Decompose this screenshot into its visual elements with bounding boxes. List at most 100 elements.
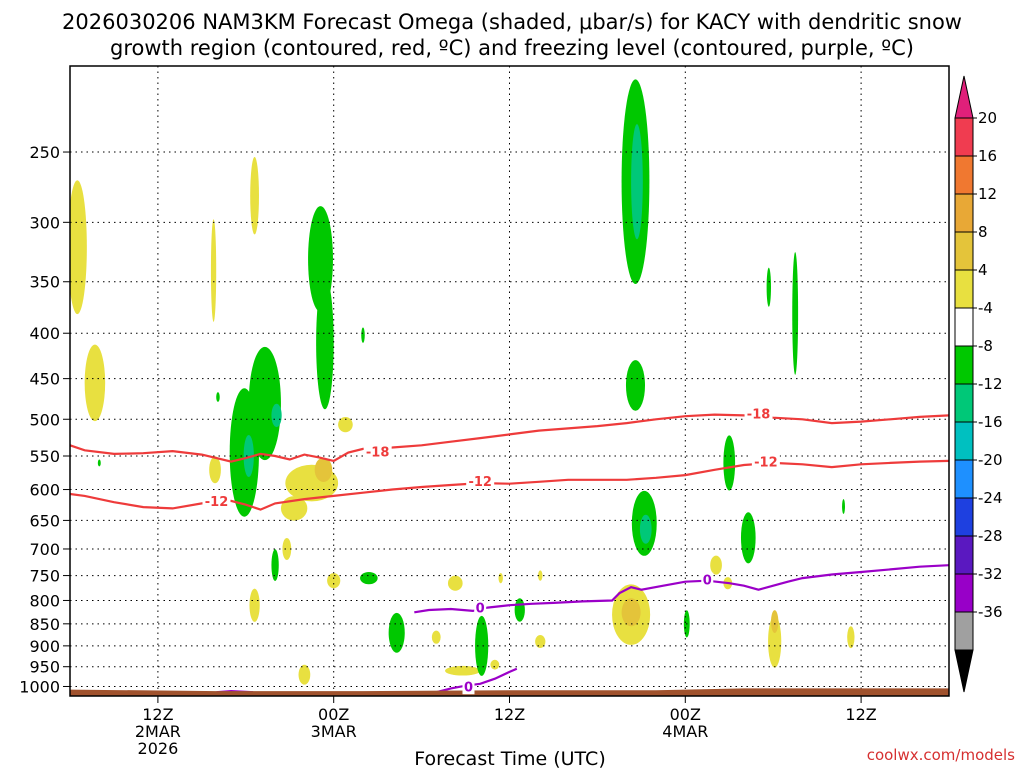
colorbar-label: 20 [978,109,997,127]
y-tick-label: 500 [29,410,60,429]
omega-region [538,570,543,581]
colorbar-swatch [954,193,974,233]
omega-region [97,459,101,467]
x-tick-label: 12Z [494,705,525,724]
y-tick-label: 300 [29,213,60,232]
contour-label: -18 [366,445,390,460]
contour-label-bg [363,444,392,460]
contour-label-bg [466,473,495,489]
terrain-ground [70,688,949,696]
x-tick-label: 4MAR [662,722,708,741]
colorbar-swatch [954,117,974,157]
colorbar-label: -20 [978,451,1003,469]
y-tick-label: 650 [29,511,60,530]
omega-region [847,626,855,649]
contour-label: -12 [205,495,229,510]
x-tick-label: 3MAR [311,722,357,741]
omega-region [625,360,646,411]
y-tick-label: 750 [29,567,60,586]
omega-region [210,219,217,322]
y-axis-ticks: 250 300 350 400 450 500 550 600 650 700 750 800 850 9… [19,143,70,696]
y-tick-label: 900 [29,637,60,656]
omega-region [338,417,353,433]
omega-region [723,435,736,491]
contour-label-bg [744,406,773,422]
contour-label: 0 [703,574,712,589]
x-axis-title: Forecast Time (UTC) [414,748,605,768]
grid [70,66,949,696]
contour-label: -12 [468,475,492,490]
x-tick-label: 12Z [845,705,876,724]
colorbar-swatch [954,611,974,651]
omega-region [209,456,221,484]
colorbar-label: 16 [978,147,997,165]
omega-region [249,588,260,622]
colorbar-swatch [954,231,974,271]
omega-region [248,346,281,461]
colorbar-label: -12 [978,375,1003,393]
colorbar-label: -16 [978,413,1003,431]
colorbar-label: -8 [978,337,993,355]
chart-title-line-2: growth region (contoured, red, ºC) and f… [110,36,914,60]
contour-0b [436,667,518,694]
contour-label-bg [202,494,231,510]
omega-region [639,514,652,544]
omega-region [631,124,643,240]
colorbar-label: -32 [978,565,1003,583]
colorbar-top-arrow [954,75,974,119]
omega-region [842,499,845,514]
omega-region [445,665,481,676]
credit-text: coolwx.com/models [867,746,1015,764]
omega-region [216,392,220,402]
colorbar-swatch [954,573,974,613]
colorbar-swatch [954,535,974,575]
x-tick-label: 2026 [138,739,179,758]
omega-region [361,327,365,343]
ground-fill [70,688,949,696]
omega-region [447,575,463,591]
y-tick-label: 400 [29,324,60,343]
colorbar-swatch [954,155,974,195]
x-tick-label: 00Z [670,705,701,724]
omega-region [740,512,756,564]
omega-region [271,403,282,428]
colorbar-label: 12 [978,185,997,203]
contour-label-bg [751,454,780,470]
omega-region [475,615,489,676]
colorbar-label: 8 [978,223,988,241]
y-tick-label: 700 [29,540,60,559]
contour-label-bg [701,572,714,588]
colorbar-swatch [954,459,974,499]
chart-title-line-1: 2026030206 NAM3KM Forecast Omega (shaded… [62,10,962,34]
colorbar-swatch [954,307,974,347]
omega-region [771,610,779,633]
omega-region [710,555,722,575]
colorbar-swatch [954,345,974,385]
y-tick-label: 600 [29,481,60,500]
contour-label: 0 [464,680,473,695]
omega-region [490,659,500,670]
omega-region [70,180,87,315]
colorbar-swatch [954,497,974,537]
omega-region [388,612,405,653]
contour-label-bg [462,679,475,695]
colorbar: 20 16 12 8 4 -4 -8 -12 -16 -20 -24 -28 -32 -36 [954,75,1003,693]
y-tick-label: 800 [29,591,60,610]
contour-label: -18 [747,408,771,423]
y-tick-label: 550 [29,447,60,466]
omega-shading [70,79,855,685]
omega-region [316,276,334,410]
omega-region [621,598,641,627]
colorbar-label: -28 [978,527,1003,545]
omega-region [327,573,341,589]
y-tick-label: 1000 [19,677,60,696]
y-tick-label: 450 [29,370,60,389]
colorbar-swatch [954,421,974,461]
omega-region [314,457,333,482]
omega-region [792,252,799,375]
omega-region [360,572,378,585]
contour-labels: -18 -18 -12 -12 -12 0 0 0 [202,406,780,695]
contour-label: -12 [754,455,778,470]
omega-region [271,549,279,582]
